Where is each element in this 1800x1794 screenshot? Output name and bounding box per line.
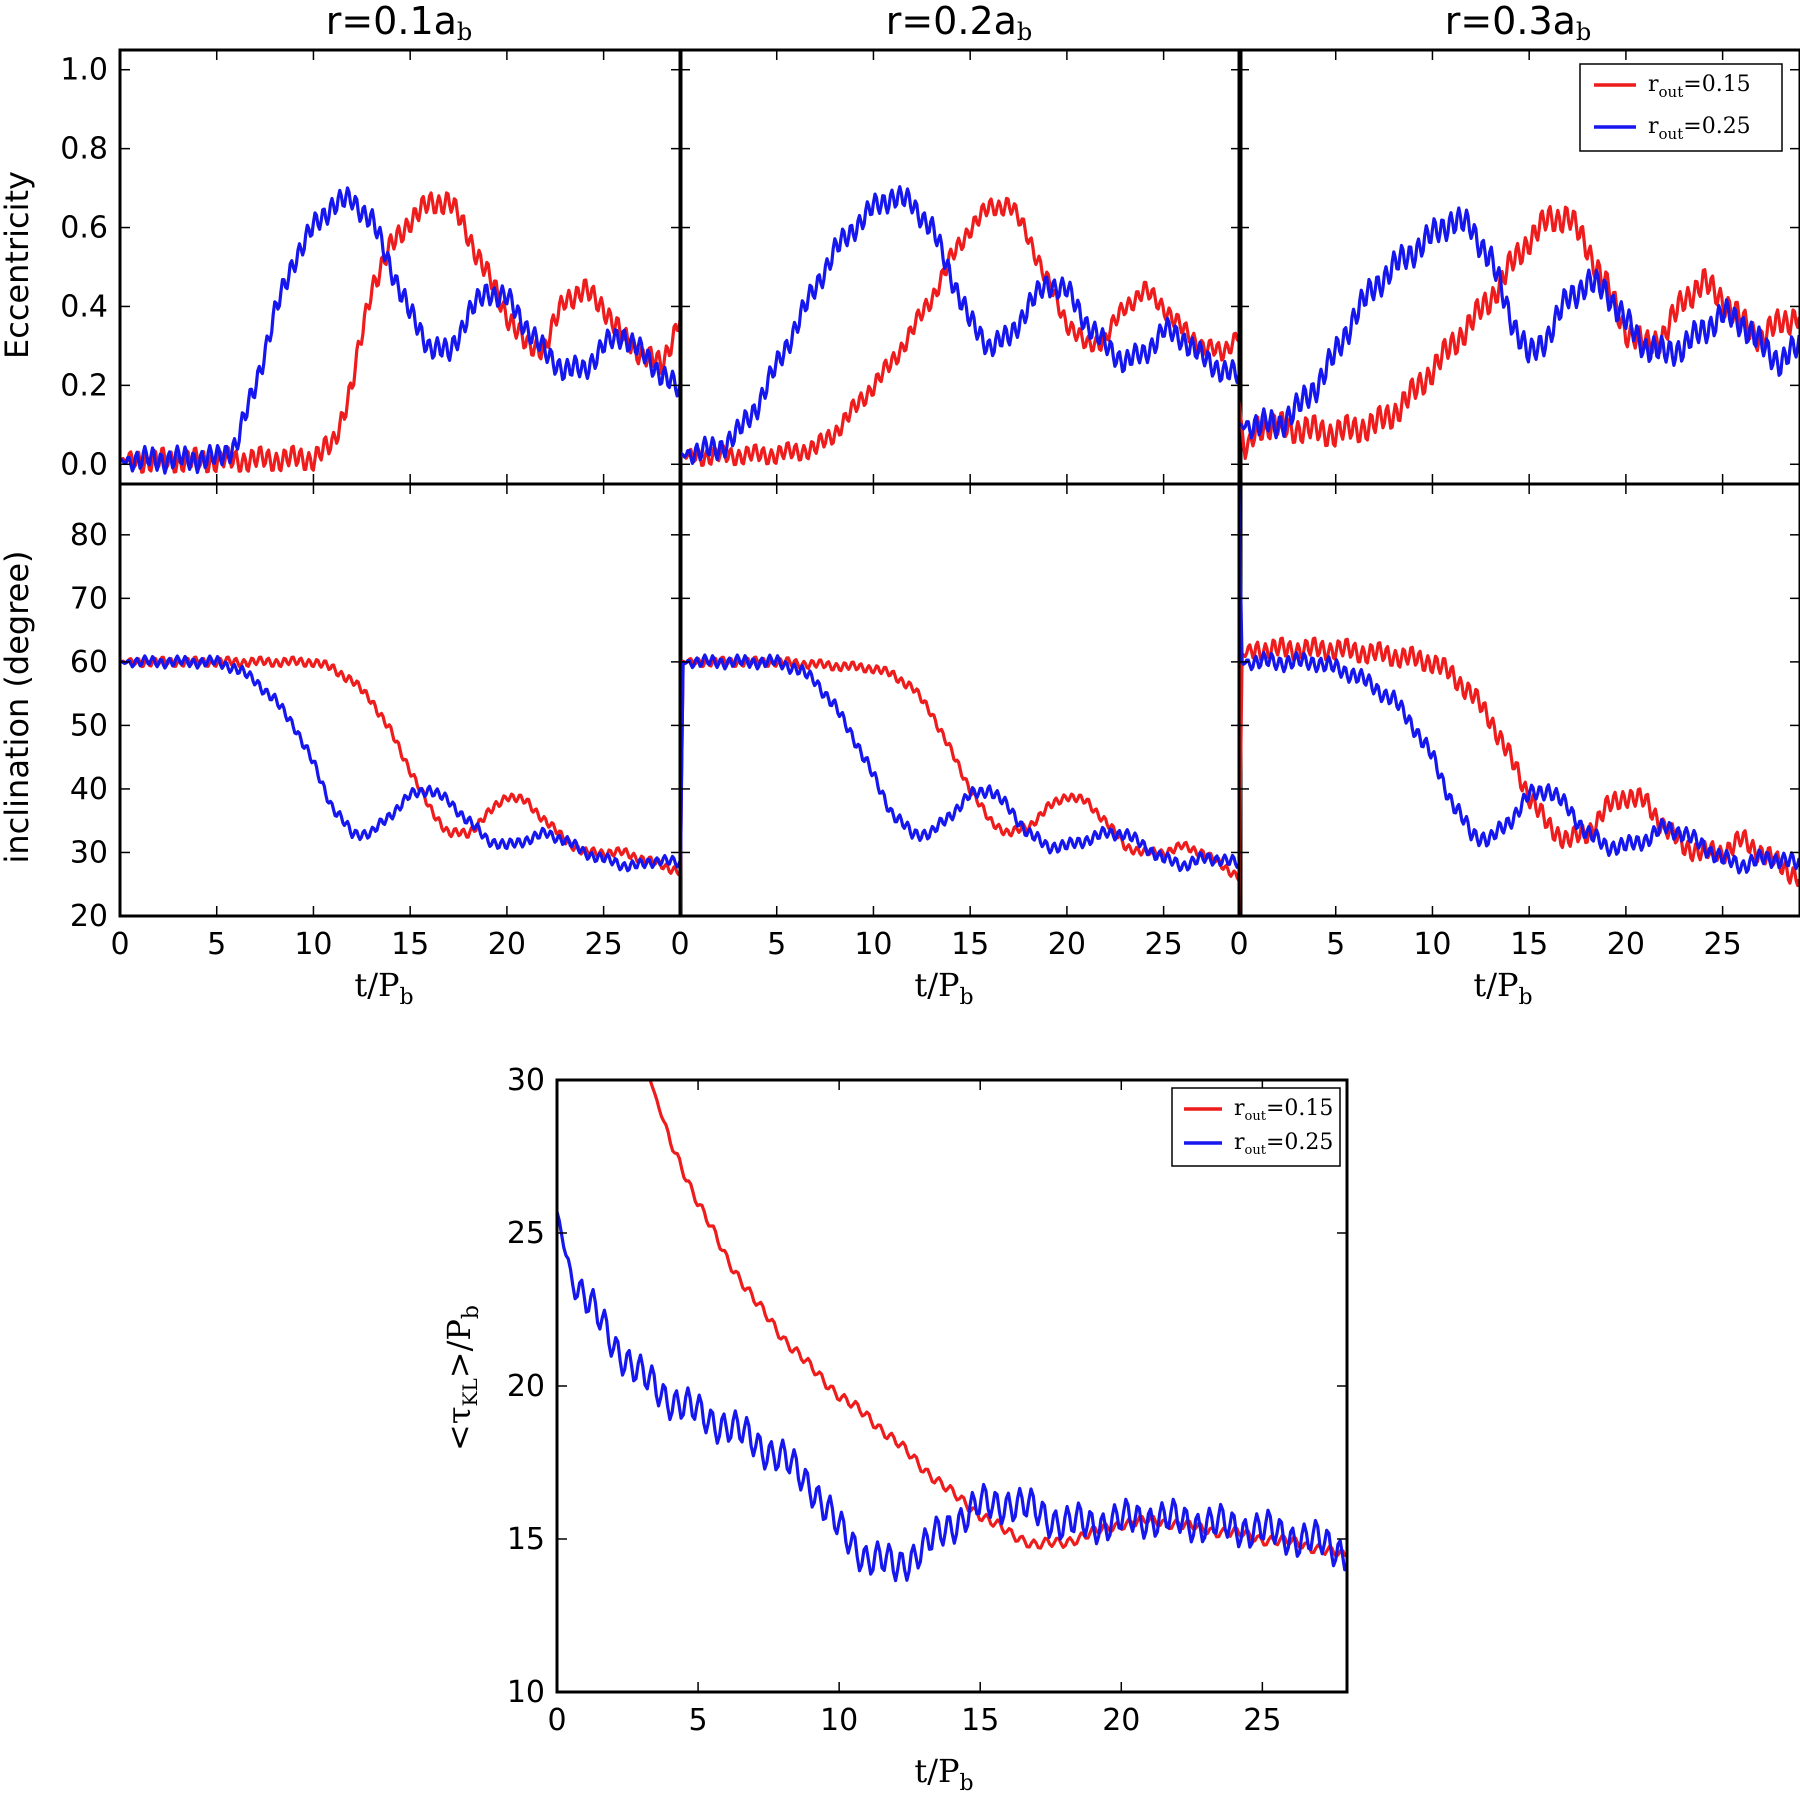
- panel-3-inclination-series-group: [1239, 484, 1800, 916]
- panel-1-inclination-ytick-label: 20: [70, 899, 108, 934]
- bottom-chart-series-blue: [557, 1211, 1347, 1583]
- panel-1-eccentricity-ytick-label: 1.0: [60, 53, 108, 88]
- panel-3-inclination-series-red: [1239, 636, 1800, 916]
- panel-2-inclination-xtick-label: 25: [1145, 927, 1183, 962]
- panel-title-3: r=0.3ab: [1445, 0, 1592, 46]
- panel-1-inclination-xtick-label: 5: [207, 927, 226, 962]
- panel-1-inclination-xtick-label: 20: [488, 927, 526, 962]
- panel-3-inclination-frame: [1237, 482, 1800, 918]
- panel-3-inclination-xtick-label: 0: [1229, 927, 1248, 962]
- panel-2-eccentricity: [678, 48, 1243, 486]
- bottom-chart-frame: [555, 1078, 1349, 1694]
- x-axis-label-1: t/Pb: [354, 966, 413, 1010]
- panel-1-inclination-frame: [118, 482, 683, 918]
- panel-2-inclination-xtick-label: 5: [767, 927, 786, 962]
- panel-3-eccentricity-series-red: [1239, 205, 1800, 460]
- panel-1-eccentricity-series-group: [120, 186, 681, 475]
- panel-2-eccentricity-series-blue: [680, 185, 1241, 465]
- panel-1-inclination-ytick-label: 50: [70, 708, 108, 743]
- panel-3-inclination-xtick-label: 10: [1413, 927, 1451, 962]
- bottom-chart-xtick-label: 5: [689, 1703, 708, 1738]
- legend-top: rout=0.15 rout=0.25: [1579, 63, 1783, 152]
- bottom-chart-xtick-label: 25: [1243, 1703, 1281, 1738]
- panel-2-inclination-frame: [678, 482, 1243, 918]
- bottom-chart-ytick-label: 10: [507, 1675, 545, 1710]
- panel-1-inclination-ytick-label: 30: [70, 835, 108, 870]
- bottom-chart-xtick-label: 20: [1102, 1703, 1140, 1738]
- panel-1-inclination-xtick-label: 10: [294, 927, 332, 962]
- legend-top-frame: [1579, 63, 1783, 152]
- panel-1-inclination-series-blue: [120, 654, 681, 873]
- panel-1-eccentricity: 0.0 0.2 0.4 0.6 0.8 1.0: [60, 48, 683, 486]
- bottom-chart-series-group: [557, 1080, 1347, 1583]
- inclination-axis-label: inclination (degree): [0, 550, 36, 863]
- panel-3-inclination-series-blue: [1239, 484, 1800, 875]
- panel-3-inclination-xtick-label: 15: [1510, 927, 1548, 962]
- bottom-chart-ytick-label: 25: [507, 1216, 545, 1251]
- legend-top-entry-red: rout=0.15: [1648, 72, 1751, 101]
- legend-bottom-entry-blue: rout=0.25: [1234, 1130, 1333, 1158]
- x-axis-label-3: t/Pb: [1473, 966, 1532, 1010]
- panel-3-eccentricity-series-group: [1239, 205, 1800, 460]
- bottom-y-axis-label: <τKL>/Pb: [440, 1305, 484, 1451]
- bottom-chart-ytick-label: 15: [507, 1522, 545, 1557]
- panel-3-inclination-xtick-label: 20: [1607, 927, 1645, 962]
- panel-2-inclination-series-red: [680, 655, 1241, 916]
- panel-2-eccentricity-series-group: [680, 185, 1241, 467]
- panel-1-inclination-ytick-label: 80: [70, 518, 108, 553]
- bottom-chart-xtick-label: 10: [820, 1703, 858, 1738]
- legend-bottom: rout=0.15 rout=0.25: [1171, 1087, 1341, 1167]
- legend-top-entry-blue: rout=0.25: [1648, 114, 1751, 143]
- panel-3-eccentricity-series-blue: [1239, 206, 1800, 440]
- panel-1-inclination-series-group: [120, 654, 681, 877]
- legend-bottom-frame: [1171, 1087, 1341, 1167]
- bottom-chart-series-red: [648, 1080, 1347, 1559]
- panel-1-inclination-series-red: [120, 655, 681, 877]
- panel-1-inclination-ytick-label: 70: [70, 581, 108, 616]
- panel-2-inclination-xtick-label: 10: [854, 927, 892, 962]
- panel-3-inclination-xtick-label: 5: [1326, 927, 1345, 962]
- panel-2-inclination-series-blue: [680, 653, 1241, 916]
- panel-1-inclination-ytick-label: 40: [70, 772, 108, 807]
- panel-2-inclination-series-group: [680, 653, 1241, 916]
- legend-bottom-entry-red: rout=0.15: [1234, 1096, 1333, 1124]
- bottom-chart: 10 15 20 25 30 0 5 10 15 20 25: [507, 1063, 1349, 1738]
- panel-2-eccentricity-series-red: [680, 196, 1241, 467]
- bottom-x-axis-label: t/Pb: [914, 1752, 973, 1794]
- panel-1-inclination-xtick-label: 0: [110, 927, 129, 962]
- panel-1-eccentricity-ytick-label: 0.6: [60, 211, 108, 246]
- panel-1-inclination-xtick-label: 25: [585, 927, 623, 962]
- bottom-chart-ytick-label: 20: [507, 1369, 545, 1404]
- panel-2-inclination-xtick-label: 0: [670, 927, 689, 962]
- panel-1-inclination-ytick-label: 60: [70, 645, 108, 680]
- panel-1-eccentricity-series-blue: [120, 186, 681, 475]
- bottom-chart-xtick-label: 0: [547, 1703, 566, 1738]
- panel-1-eccentricity-ytick-label: 0.8: [60, 132, 108, 167]
- panel-title-2: r=0.2ab: [886, 0, 1033, 46]
- panel-1-eccentricity-ytick-label: 0.0: [60, 447, 108, 482]
- panel-2-inclination-xtick-label: 20: [1048, 927, 1086, 962]
- x-axis-label-2: t/Pb: [914, 966, 973, 1010]
- panel-1-eccentricity-frame: [118, 48, 683, 486]
- panel-1-inclination: 20 30 40 50 60 70 80 0 5 10 15 20 25: [70, 482, 683, 962]
- panel-2-eccentricity-frame: [678, 48, 1243, 486]
- panel-1-eccentricity-ytick-label: 0.4: [60, 289, 108, 324]
- panel-3-inclination: 0 5 10 15 20 25: [1229, 482, 1800, 962]
- eccentricity-axis-label: Eccentricity: [0, 171, 36, 359]
- panel-title-1: r=0.1ab: [326, 0, 473, 46]
- panel-3-inclination-xtick-label: 25: [1704, 927, 1742, 962]
- panel-2-inclination: 0 5 10 15 20 25: [670, 482, 1243, 962]
- panel-2-inclination-xtick-label: 15: [951, 927, 989, 962]
- panel-1-eccentricity-ytick-label: 0.2: [60, 368, 108, 403]
- panel-1-eccentricity-series-red: [120, 191, 681, 474]
- bottom-chart-ytick-label: 30: [507, 1063, 545, 1098]
- bottom-chart-xtick-label: 15: [961, 1703, 999, 1738]
- panel-1-inclination-xtick-label: 15: [391, 927, 429, 962]
